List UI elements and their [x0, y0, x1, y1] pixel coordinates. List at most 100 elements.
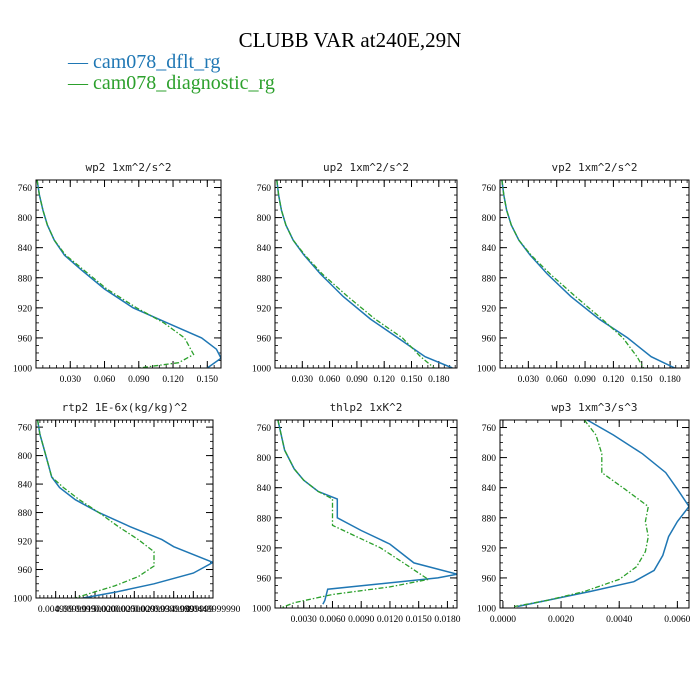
panel-4: rtp2 1E-6x(kg/kg)^2 760 800 840 880 920 960 100…: [13, 401, 241, 615]
legend-entry-diagnostic: — cam078_diagnostic_rg: [68, 73, 275, 94]
y-tick-label: 1000: [477, 365, 496, 375]
x-tick-label: 0.120: [374, 375, 396, 385]
x-tick-label: 0.0349999: [153, 605, 194, 615]
y-tick-label: 880: [257, 514, 272, 524]
x-tick-label: 0.150: [401, 375, 423, 385]
legend-entry-dflt: — cam078_dflt_rg: [68, 52, 275, 73]
legend: — cam078_dflt_rg — cam078_diagnostic_rg: [68, 52, 275, 94]
series-line-diagnostic: [514, 420, 650, 608]
y-tick-label: 1000: [13, 595, 32, 605]
y-tick-label: 960: [257, 334, 272, 344]
y-tick-label: 880: [482, 274, 497, 284]
panel-frame: [35, 419, 214, 599]
panel-1: wp2 1xm^2/s^2 760 800 840 880 920 960 1000 0.030…: [13, 161, 222, 385]
panel-frame: [35, 179, 222, 369]
x-tick-label: 0.090: [128, 375, 150, 385]
y-tick-label: 840: [257, 484, 272, 494]
x-tick-label: 0.150: [631, 375, 653, 385]
x-tick-label: 0.0150000: [75, 605, 116, 615]
y-tick-label: 920: [482, 304, 497, 314]
x-tick-label: 0.0090: [348, 615, 374, 625]
series-line-dflt: [501, 180, 676, 368]
y-tick-label: 1000: [477, 605, 496, 615]
y-tick-label: 880: [482, 514, 497, 524]
y-tick-label: 880: [18, 509, 33, 519]
panel-frame: [274, 179, 458, 369]
series-line-dflt: [36, 180, 221, 368]
y-tick-label: 920: [482, 544, 497, 554]
x-tick-label: 0.0060: [319, 615, 345, 625]
y-tick-label: 800: [18, 214, 33, 224]
x-tick-label: 0.030: [60, 375, 82, 385]
y-tick-label: 800: [257, 214, 272, 224]
series-line-dflt: [276, 180, 453, 368]
x-tick-label: 0.0000: [490, 615, 516, 625]
x-tick-label: 0.0180: [434, 615, 460, 625]
y-tick-label: 840: [482, 244, 497, 254]
legend-line-diagnostic: —: [68, 72, 93, 94]
x-tick-label: 0.030: [292, 375, 314, 385]
y-tick-label: 840: [18, 244, 33, 254]
x-tick-label: 0.0060: [664, 615, 690, 625]
y-tick-label: 760: [18, 424, 33, 434]
x-tick-label: 0.090: [346, 375, 368, 385]
panel-title: thlp2 1xK^2: [330, 401, 403, 414]
panel-frame: [274, 419, 458, 609]
y-tick-label: 1000: [252, 365, 271, 375]
x-tick-label: 0.0099999: [55, 605, 96, 615]
x-tick-label: 0.0299999: [134, 605, 175, 615]
y-tick-label: 800: [18, 452, 33, 462]
x-tick-label: 0.004999: [38, 605, 74, 615]
panel-title: up2 1xm^2/s^2: [323, 161, 409, 174]
y-tick-label: 800: [257, 454, 272, 464]
panel-2: up2 1xm^2/s^2 760 800 840 880 920 960 1000 0.030…: [252, 161, 458, 385]
x-tick-label: 0.0449999990: [186, 605, 241, 615]
panel-title: wp3 1xm^3/s^3: [551, 401, 637, 414]
y-tick-label: 1000: [13, 365, 32, 375]
y-tick-label: 960: [482, 334, 497, 344]
series-line-dflt: [277, 420, 457, 605]
panel-3: vp2 1xm^2/s^2 760 800 840 880 920 960 1000 0.030…: [477, 161, 690, 385]
legend-label-diagnostic: cam078_diagnostic_rg: [93, 72, 275, 94]
y-tick-label: 960: [18, 334, 33, 344]
x-tick-label: 0.0399999: [173, 605, 214, 615]
x-tick-label: 0.180: [428, 375, 450, 385]
x-tick-label: 0.0040: [606, 615, 632, 625]
series-line-dflt: [36, 420, 213, 598]
series-line-diagnostic: [276, 180, 435, 368]
y-tick-label: 840: [482, 484, 497, 494]
y-tick-label: 760: [482, 184, 497, 194]
legend-label-dflt: cam078_dflt_rg: [93, 51, 221, 73]
x-tick-label: 0.0200000: [94, 605, 135, 615]
y-tick-label: 920: [18, 304, 33, 314]
y-tick-label: 960: [482, 574, 497, 584]
y-tick-label: 960: [257, 574, 272, 584]
series-line-dflt: [517, 420, 689, 608]
x-tick-label: 0.120: [603, 375, 625, 385]
y-tick-label: 1000: [252, 605, 271, 615]
y-tick-label: 960: [18, 566, 33, 576]
y-tick-label: 880: [18, 274, 33, 284]
x-tick-label: 0.0150: [406, 615, 432, 625]
y-tick-label: 880: [257, 274, 272, 284]
panel-title: vp2 1xm^2/s^2: [551, 161, 637, 174]
y-tick-label: 800: [482, 454, 497, 464]
x-tick-label: 0.090: [574, 375, 596, 385]
x-tick-label: 0.0030: [291, 615, 317, 625]
panel-frame: [499, 419, 690, 609]
x-tick-label: 0.060: [546, 375, 568, 385]
legend-line-dflt: —: [68, 51, 93, 73]
x-tick-label: 0.150: [197, 375, 219, 385]
series-line-diagnostic: [36, 180, 195, 368]
y-tick-label: 760: [257, 184, 272, 194]
panel-frame: [499, 179, 690, 369]
x-tick-label: 0.060: [319, 375, 341, 385]
y-tick-label: 760: [18, 184, 33, 194]
x-tick-label: 0.060: [94, 375, 116, 385]
panel-title: wp2 1xm^2/s^2: [85, 161, 171, 174]
y-tick-label: 920: [257, 304, 272, 314]
x-tick-label: 0.0020: [548, 615, 574, 625]
y-tick-label: 800: [482, 214, 497, 224]
